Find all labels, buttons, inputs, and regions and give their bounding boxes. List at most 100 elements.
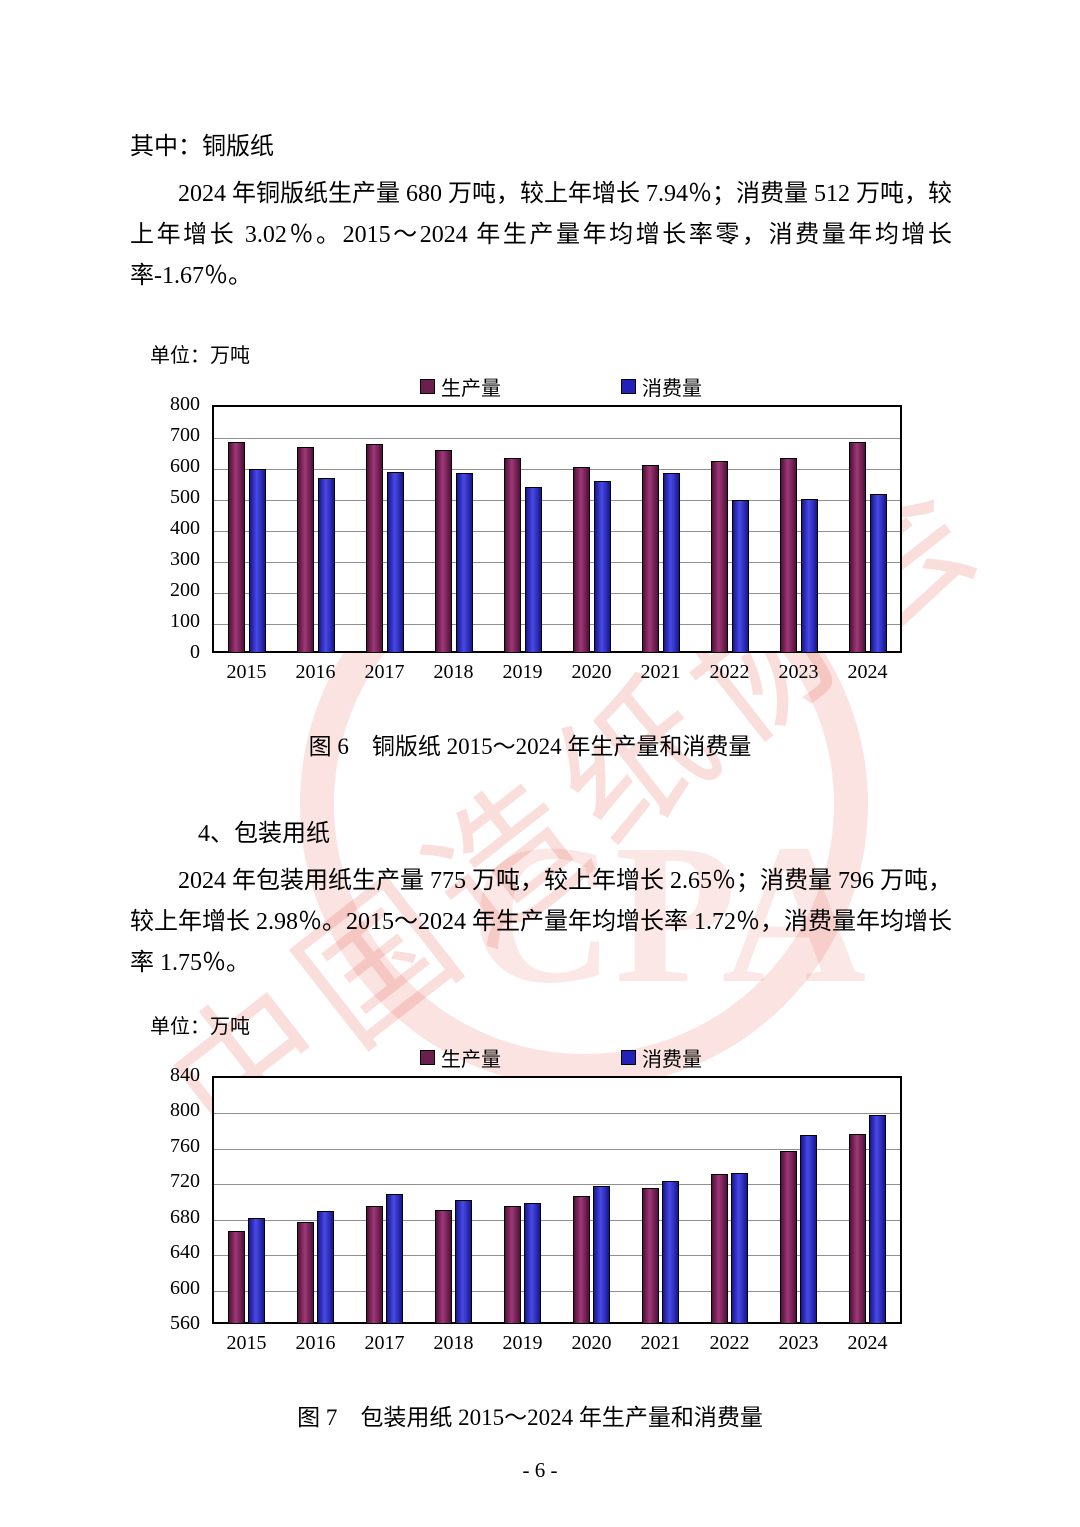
legend-item-consumption: 消费量 [621,372,702,401]
y-axis-tick: 760 [170,1134,200,1157]
gridline [214,438,900,439]
x-axis-tick: 2016 [295,661,336,683]
legend-swatch-production [420,379,435,394]
bar-consumption-2021 [662,1181,679,1324]
bar-production-2019 [504,1206,521,1324]
bar-production-2023 [779,457,797,653]
chart-block-packaging-paper: 单位：万吨 生产量 消费量 560 600 640 680 720 760 800 840 20… [150,1010,910,1432]
bar-consumption-2016 [317,477,335,653]
gridline [214,1148,900,1150]
x-axis-tick: 2017 [364,661,405,683]
paragraph-packaging-paper: 2024 年包装用纸生产量 775 万吨，较上年增长 2.65％；消费量 796… [130,868,952,976]
y-axis-tick: 500 [170,486,200,508]
gridline [214,531,900,532]
bar-consumption-2017 [386,471,404,653]
bar-production-2021 [642,1188,659,1324]
x-axis-tick: 2015 [226,661,267,683]
bar-production-2020 [572,467,590,653]
x-axis-tick: 2018 [433,1332,474,1354]
bar-consumption-2023 [800,1135,817,1324]
y-axis-tick: 560 [170,1312,200,1334]
y-axis-tick: 800 [170,1099,200,1122]
bar-production-2018 [435,1209,452,1324]
y-axis-tick: 720 [170,1170,200,1193]
legend-label-production: 生产量 [441,378,501,400]
x-axis-tick: 2024 [847,1332,888,1354]
bar-consumption-2020 [593,480,611,653]
legend-label-consumption: 消费量 [642,378,702,400]
bar-consumption-2015 [248,1217,265,1324]
page-number: - 6 - [522,1458,558,1482]
x-axis-tick: 2019 [502,1332,543,1354]
x-axis-tick: 2020 [571,661,612,683]
y-axis-tick: 200 [170,579,200,601]
x-axis-tick: 2015 [226,1332,267,1354]
bar-consumption-2018 [455,1200,472,1324]
section-heading-packaging-paper: 4、包装用纸 [198,821,330,847]
bar-production-2015 [227,442,245,653]
x-axis-tick: 2018 [433,661,474,683]
bar-consumption-2022 [731,1173,748,1324]
gridline [214,593,900,594]
bar-consumption-2024 [869,494,887,653]
bar-production-2024 [848,442,866,653]
bar-consumption-2023 [800,498,818,653]
x-axis-tick: 2022 [709,661,750,683]
bar-production-2017 [365,443,383,653]
bar-production-2022 [711,1174,728,1324]
gridline [214,624,900,625]
legend-swatch-production [420,1050,435,1065]
unit-label: 单位：万吨 [150,345,250,367]
legend-swatch-consumption [621,379,636,394]
bar-consumption-2021 [662,473,680,653]
subsection-heading-coated-paper: 其中：铜版纸 [130,134,274,160]
bar-consumption-2018 [455,473,473,653]
y-axis-tick: 600 [170,1276,200,1299]
legend-item-production: 生产量 [420,372,501,401]
gridline [214,1184,900,1186]
plot-area [212,1076,902,1324]
gridline [214,1290,900,1292]
bar-production-2015 [228,1231,245,1324]
x-axis-tick: 2016 [295,1332,336,1354]
legend-swatch-consumption [621,1050,636,1065]
x-axis-tick: 2022 [709,1332,750,1354]
x-axis-tick: 2020 [571,1332,612,1354]
bar-production-2018 [434,449,452,653]
x-axis-tick: 2021 [640,1332,681,1354]
unit-label: 单位：万吨 [150,1016,250,1038]
gridline [214,500,900,501]
bar-production-2022 [710,460,728,653]
gridline [214,1255,900,1257]
legend-item-production: 生产量 [420,1043,501,1072]
chart-block-coated-paper: 单位：万吨 生产量 消费量 0 100 200 300 400 500 600 700 800 2… [150,339,910,761]
x-axis-tick: 2017 [364,1332,405,1354]
bar-consumption-2019 [524,1202,541,1324]
bar-production-2016 [296,446,314,653]
y-axis-tick: 400 [170,517,200,539]
paragraph-coated-paper: 2024 年铜版纸生产量 680 万吨，较上年增长 7.94％；消费量 512 … [130,181,952,289]
figure-7-caption: 图 7 包装用纸 2015～2024 年生产量和消费量 [297,1405,763,1430]
y-axis-tick: 300 [170,548,200,570]
bar-production-2019 [503,457,521,653]
bar-consumption-2024 [869,1114,886,1324]
bar-consumption-2022 [731,499,749,653]
gridline [214,469,900,470]
y-axis-tick: 700 [170,424,200,446]
y-axis-tick: 840 [170,1064,200,1086]
y-axis-tick: 600 [170,455,200,477]
chart-legend: 生产量 消费量 [150,372,910,401]
y-axis-tick: 640 [170,1241,200,1264]
legend-label-production: 生产量 [441,1049,501,1071]
bar-consumption-2015 [248,468,266,653]
x-axis-tick: 2024 [847,661,888,683]
gridline [214,562,900,563]
x-axis-tick: 2019 [502,661,543,683]
gridline [214,1219,900,1221]
chart-legend: 生产量 消费量 [150,1043,910,1072]
bar-consumption-2017 [386,1193,403,1324]
bar-consumption-2019 [524,487,542,653]
legend-item-consumption: 消费量 [621,1043,702,1072]
y-axis-tick: 0 [190,641,200,663]
